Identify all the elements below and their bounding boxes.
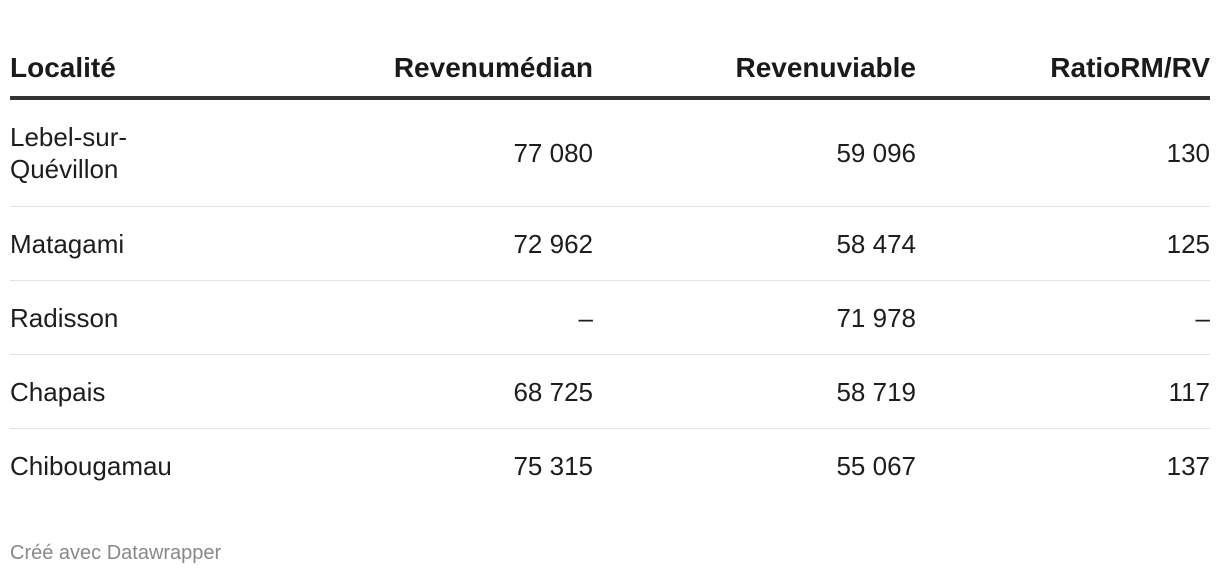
table-row: Chibougamau 75 315 55 067 137 <box>10 429 1210 503</box>
table-header: Localité Revenumédian Revenuviable Ratio… <box>10 0 1210 100</box>
cell-ratio: 125 <box>916 206 1210 281</box>
cell-localite: Lebel-sur-Quévillon <box>10 98 310 207</box>
column-header-revenu-median[interactable]: Revenumédian <box>310 0 593 100</box>
cell-ratio: – <box>916 280 1210 355</box>
table-container: Localité Revenumédian Revenuviable Ratio… <box>10 0 1210 502</box>
credit-link[interactable]: Créé avec Datawrapper <box>10 542 222 564</box>
column-header-ratio[interactable]: RatioRM/RV <box>916 0 1210 100</box>
cell-localite: Radisson <box>10 280 310 355</box>
table-row: Matagami 72 962 58 474 125 <box>10 206 1210 281</box>
column-header-localite[interactable]: Localité <box>10 0 310 100</box>
cell-revenu-median: 72 962 <box>310 206 593 281</box>
header-row: Localité Revenumédian Revenuviable Ratio… <box>10 0 1210 100</box>
data-table: Localité Revenumédian Revenuviable Ratio… <box>10 0 1210 502</box>
cell-revenu-median: 77 080 <box>310 98 593 207</box>
cell-revenu-viable: 71 978 <box>593 280 916 355</box>
table-row: Lebel-sur-Quévillon 77 080 59 096 130 <box>10 98 1210 207</box>
table-body: Lebel-sur-Quévillon 77 080 59 096 130 Ma… <box>10 98 1210 502</box>
cell-revenu-viable: 58 474 <box>593 206 916 281</box>
table-row: Radisson – 71 978 – <box>10 280 1210 355</box>
cell-revenu-viable: 59 096 <box>593 98 916 207</box>
cell-localite: Chapais <box>10 354 310 429</box>
cell-ratio: 117 <box>916 354 1210 429</box>
cell-revenu-median: – <box>310 280 593 355</box>
cell-revenu-viable: 58 719 <box>593 354 916 429</box>
cell-revenu-median: 75 315 <box>513 450 593 481</box>
cell-revenu-median: 68 725 <box>310 354 593 429</box>
column-header-revenu-viable[interactable]: Revenuviable <box>593 0 916 100</box>
cell-revenu-viable: 55 067 <box>836 450 916 481</box>
cell-localite: Chibougamau <box>10 450 172 481</box>
cell-localite: Matagami <box>10 206 310 281</box>
table-row: Chapais 68 725 58 719 117 <box>10 354 1210 429</box>
cell-ratio: 130 <box>916 98 1210 207</box>
cell-ratio: 137 <box>1166 450 1210 481</box>
